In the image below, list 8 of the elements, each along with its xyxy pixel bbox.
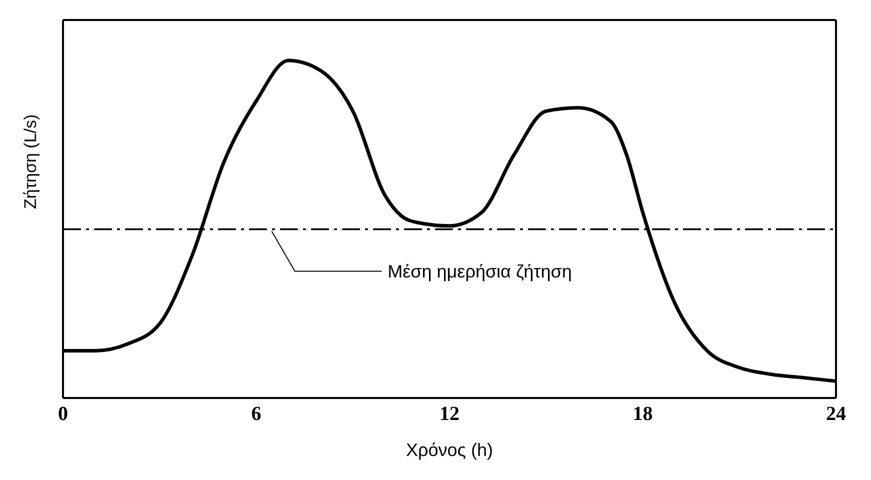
y-axis-title: Ζήτηση (L/s) xyxy=(21,114,40,209)
x-tick-label: 6 xyxy=(251,403,262,426)
x-tick-label: 0 xyxy=(58,403,68,426)
x-tick-label: 24 xyxy=(826,403,846,426)
x-axis-title: Χρόνος (h) xyxy=(406,440,493,460)
ref-line-label: Μέση ημερήσια ζήτηση xyxy=(388,261,572,282)
x-tick-label: 12 xyxy=(440,403,460,426)
x-tick-label: 18 xyxy=(632,403,653,426)
